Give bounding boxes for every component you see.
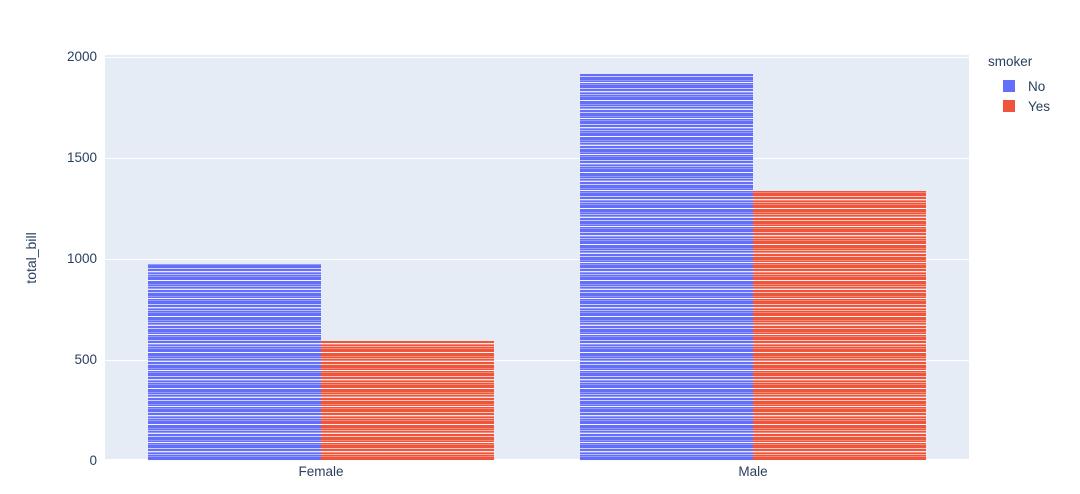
legend-label-yes: Yes	[1028, 98, 1051, 114]
bar-male-no[interactable]	[580, 73, 753, 461]
y-tick-label-2000: 2000	[66, 49, 97, 65]
gridline-y-1000	[105, 258, 969, 260]
plot-area	[105, 55, 969, 461]
bar-male-yes[interactable]	[753, 190, 926, 461]
bar-female-yes[interactable]	[321, 341, 494, 461]
legend-item-yes[interactable]: Yes	[984, 96, 1050, 116]
bar-female-no[interactable]	[148, 263, 321, 461]
zero-line	[105, 459, 969, 461]
legend: smoker No Yes	[984, 54, 1050, 116]
legend-swatch-no	[1003, 80, 1015, 92]
y-tick-label-1000: 1000	[66, 251, 97, 266]
y-tick-label-0: 0	[89, 453, 97, 468]
x-tick-label-male: Male	[738, 464, 768, 479]
legend-swatch-yes	[1003, 100, 1015, 112]
legend-label-no: No	[1028, 78, 1046, 94]
y-tick-label-500: 500	[74, 352, 97, 367]
y-tick-label-1500: 1500	[66, 150, 97, 165]
legend-item-no[interactable]: No	[984, 76, 1050, 96]
legend-title: smoker	[988, 54, 1033, 69]
x-tick-label-female: Female	[298, 464, 344, 479]
gridline-y-2000	[105, 56, 969, 58]
gridline-y-500	[105, 359, 969, 361]
gridline-y-1500	[105, 157, 969, 159]
